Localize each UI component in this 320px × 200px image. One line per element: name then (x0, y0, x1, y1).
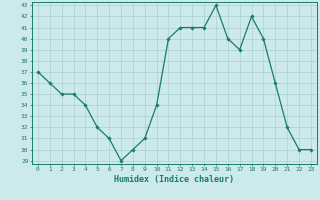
X-axis label: Humidex (Indice chaleur): Humidex (Indice chaleur) (115, 175, 234, 184)
